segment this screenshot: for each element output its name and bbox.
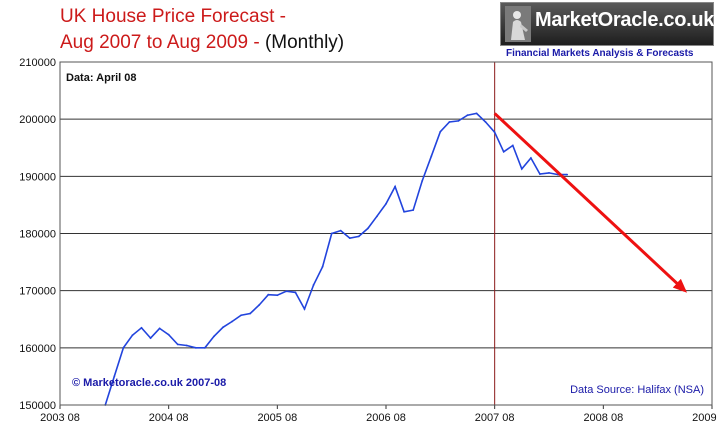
chart-title: UK House Price Forecast - Aug 2007 to Au… [60, 4, 344, 56]
data-point [475, 112, 478, 115]
data-point [131, 334, 134, 337]
title-line-2: Aug 2007 to Aug 2009 - (Monthly) [60, 30, 344, 56]
oracle-figure-icon [505, 6, 531, 42]
x-tick-label: 2003 08 [40, 412, 80, 424]
copyright-label: © Marketoracle.co.uk 2007-08 [72, 377, 226, 389]
data-point [529, 157, 532, 159]
y-tick-label: 170000 [19, 286, 56, 298]
data-point [421, 180, 424, 182]
data-point [357, 235, 360, 238]
data-point [385, 202, 387, 205]
data-point [113, 375, 116, 378]
title-line-1: UK House Price Forecast - [60, 6, 286, 27]
data-point [303, 308, 306, 310]
data-point [412, 209, 415, 211]
marketoracle-logo[interactable]: MarketOracle.co.uk Financial Markets Ana… [500, 2, 714, 62]
data-point [122, 346, 125, 349]
data-point [213, 335, 215, 338]
data-point [457, 119, 460, 122]
data-point [267, 293, 270, 296]
data-point [394, 185, 396, 188]
x-tick-label: 2006 08 [366, 412, 406, 424]
y-tick-label: 180000 [19, 229, 56, 241]
logo-banner: MarketOracle.co.uk [500, 2, 714, 46]
data-point [511, 144, 514, 147]
logo-name: MarketOracle.co.uk [535, 9, 715, 31]
y-tick-label: 150000 [19, 400, 56, 412]
data-date-label: Data: April 08 [66, 72, 137, 84]
data-point [439, 130, 442, 133]
grid-lines [60, 118, 712, 349]
y-tick-label: 190000 [19, 171, 56, 183]
data-point [149, 337, 152, 340]
series-line [104, 112, 568, 406]
data-point [276, 294, 279, 297]
data-point [285, 290, 288, 293]
y-tick-label: 160000 [19, 343, 56, 355]
data-point [330, 232, 333, 235]
data-point [258, 304, 261, 306]
data-point [466, 114, 469, 117]
data-point [539, 173, 541, 175]
data-point [339, 229, 342, 232]
data-point [502, 150, 505, 153]
data-point [185, 344, 188, 347]
x-tick-label: 2007 08 [475, 412, 515, 424]
series-points [104, 112, 569, 406]
data-point [376, 215, 378, 218]
y-tick-label: 200000 [19, 114, 56, 126]
data-point [366, 227, 369, 230]
data-point [158, 327, 161, 330]
x-axis-ticks: 2003 08 2004 08 2005 08 2006 08 2007 08 2008 … [40, 405, 720, 424]
data-point [493, 131, 496, 134]
data-point [403, 210, 406, 213]
x-tick-label: 2004 08 [149, 412, 189, 424]
data-point [140, 326, 143, 329]
data-point [312, 284, 315, 286]
data-point [167, 333, 170, 336]
logo-tagline: Financial Markets Analysis & Forecasts [506, 48, 694, 59]
data-point [484, 121, 487, 123]
data-point [249, 312, 252, 315]
data-source-label: Data Source: Halifax (NSA) [570, 384, 704, 396]
data-point [520, 168, 523, 170]
y-axis-ticks: 150000 160000 170000 180000 190000 200000 2100… [19, 57, 56, 412]
data-point [348, 237, 351, 239]
data-point [231, 320, 233, 323]
x-tick-label: 2008 08 [583, 412, 623, 424]
data-point [222, 326, 224, 329]
y-tick-label: 210000 [19, 57, 56, 69]
plot-area [59, 61, 713, 406]
x-tick-label: 2009 08 [692, 412, 720, 424]
data-point [294, 291, 297, 294]
data-point [430, 155, 433, 158]
data-point [448, 121, 451, 123]
forecast-arrow [493, 112, 688, 293]
title-date-range: Aug 2007 to Aug 2009 - [60, 32, 260, 53]
x-tick-label: 2005 08 [257, 412, 297, 424]
data-point [566, 173, 569, 176]
data-point [176, 343, 179, 346]
data-point [194, 346, 197, 349]
data-point [321, 265, 324, 268]
data-point [203, 346, 206, 349]
data-point [240, 314, 243, 317]
data-point [548, 172, 550, 174]
title-frequency: (Monthly) [264, 32, 345, 53]
